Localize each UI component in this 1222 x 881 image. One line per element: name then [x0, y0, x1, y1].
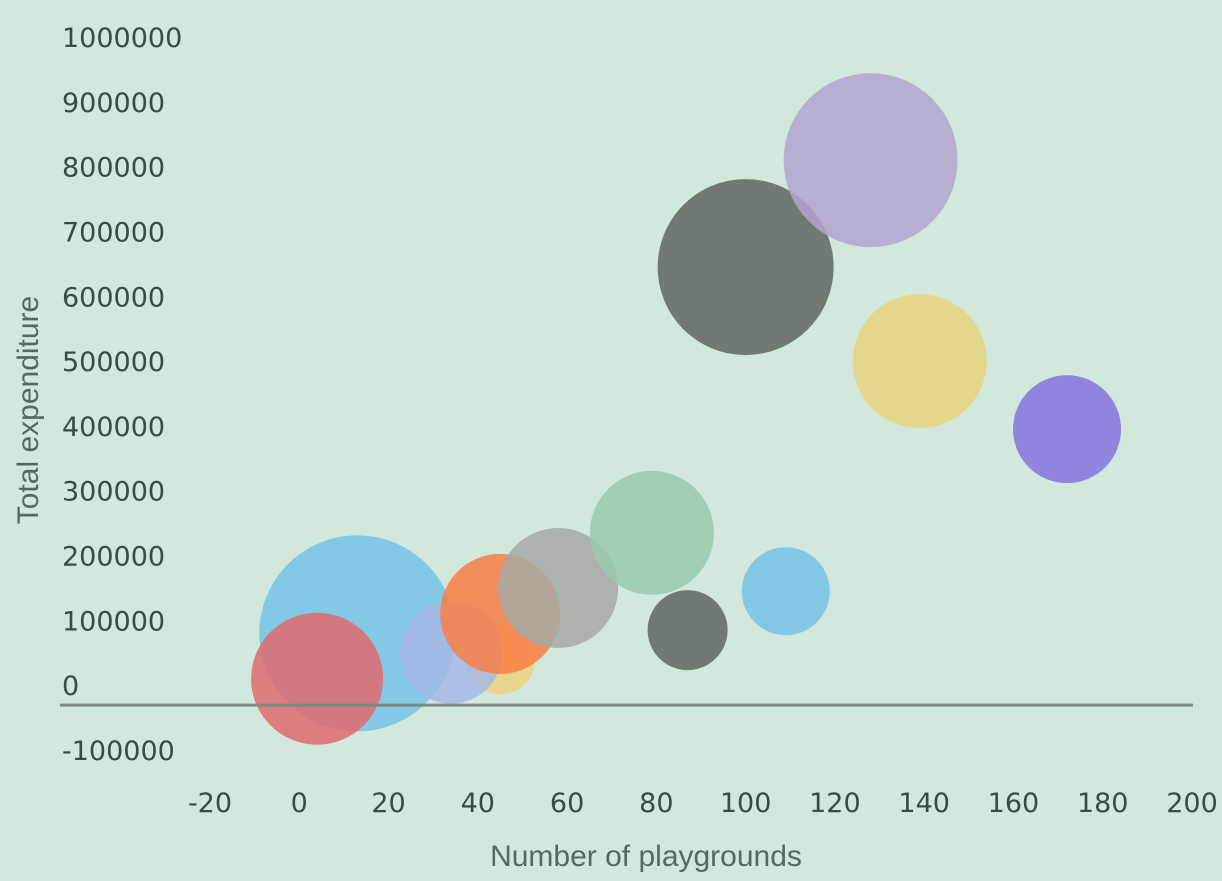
x-tick-label: 200 [1166, 788, 1218, 819]
bubble-6 [498, 527, 619, 648]
y-tick-label: 100000 [62, 606, 165, 637]
y-tick-label: 400000 [62, 412, 165, 443]
y-tick-label: -100000 [62, 736, 175, 767]
x-tick-label: 180 [1077, 788, 1129, 819]
y-tick-label: 800000 [62, 153, 165, 184]
y-tick-label: 700000 [62, 217, 165, 248]
bubble-11 [783, 73, 958, 248]
y-tick-label: 600000 [62, 282, 165, 313]
y-axis-ticks: 1000000900000800000700000600000500000400… [62, 23, 182, 767]
x-tick-label: 140 [898, 788, 950, 819]
y-tick-label: 900000 [62, 88, 165, 119]
bubble-7 [589, 470, 714, 595]
y-tick-label: 0 [62, 671, 79, 702]
y-tick-label: 300000 [62, 477, 165, 508]
x-tick-label: 160 [988, 788, 1040, 819]
y-tick-label: 500000 [62, 347, 165, 378]
x-tick-label: 80 [639, 788, 673, 819]
bubble-10 [657, 179, 834, 356]
bubbles-layer [251, 73, 1122, 745]
x-tick-label: 40 [461, 788, 495, 819]
x-axis-ticks: -20 0 20 40 60 80 100 120 140 160 180 200 [188, 788, 1218, 819]
x-tick-label: 100 [720, 788, 772, 819]
y-axis-title: Total expenditure [12, 296, 45, 525]
x-tick-label: 0 [291, 788, 308, 819]
bubble-8 [647, 590, 728, 671]
x-tick-label: 20 [371, 788, 405, 819]
y-tick-label: 200000 [62, 542, 165, 573]
x-tick-label: 120 [809, 788, 861, 819]
x-axis-title: Number of playgrounds [490, 840, 802, 873]
bubble-9 [741, 547, 830, 636]
bubble-13 [1013, 375, 1122, 484]
y-tick-label: 1000000 [62, 23, 182, 54]
bubble-2 [251, 612, 384, 745]
x-tick-label: -20 [188, 788, 232, 819]
x-tick-label: 60 [550, 788, 584, 819]
bubble-12 [852, 294, 987, 429]
